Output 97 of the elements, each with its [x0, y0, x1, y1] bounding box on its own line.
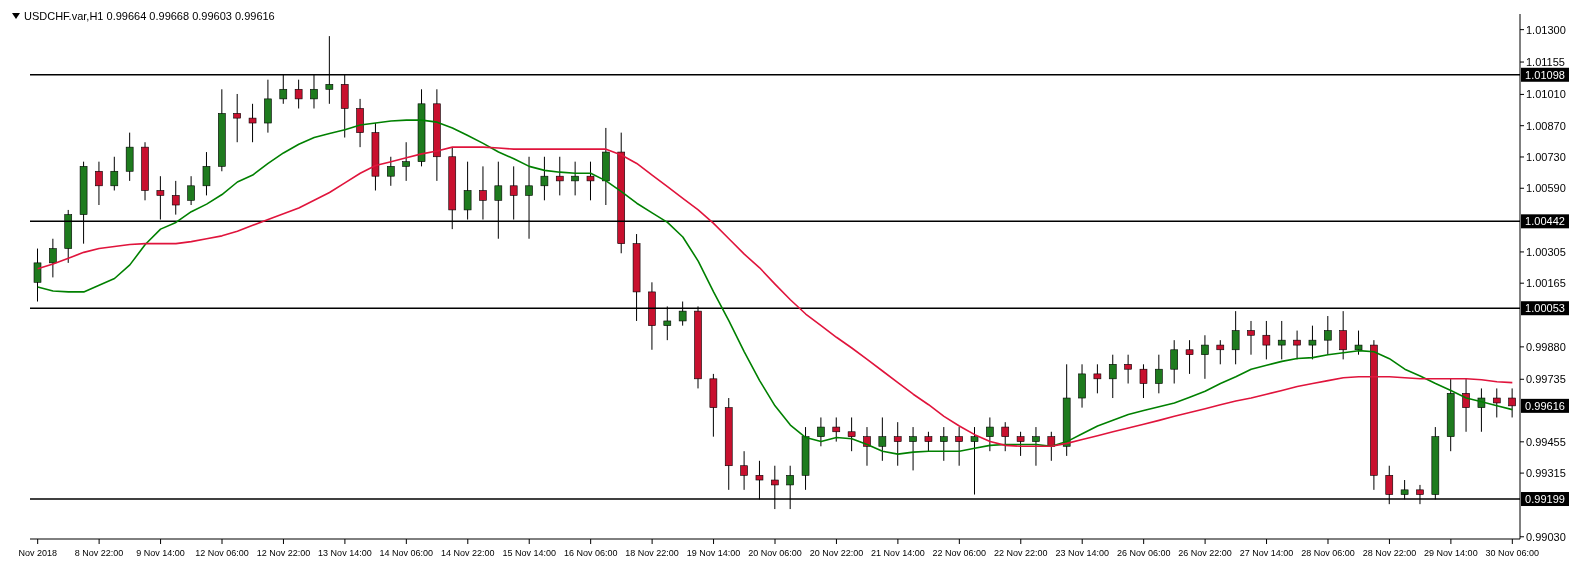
candlestick: [571, 161, 579, 196]
x-tick-label: 8 Nov 22:00: [74, 548, 124, 558]
candlestick: [970, 426, 979, 496]
y-tick-label: 0.99735: [1526, 373, 1566, 386]
candlestick: [924, 431, 933, 452]
x-tick-label: 26 Nov 06:00: [1116, 548, 1171, 558]
candlestick: [1462, 378, 1470, 433]
x-tick-label: 23 Nov 14:00: [1055, 548, 1109, 558]
x-tick-label: 20 Nov 22:00: [809, 548, 864, 558]
y-tick-label: 1.00305: [1526, 245, 1566, 258]
candlestick: [187, 175, 195, 206]
x-tick-label: 28 Nov 22:00: [1362, 548, 1417, 558]
candlestick: [893, 421, 902, 467]
x-tick-label: 19 Nov 14:00: [686, 548, 741, 558]
candlestick: [540, 156, 549, 201]
ref-line-label: 1.00053: [1525, 302, 1565, 315]
x-tick-label: Nov 2018: [18, 548, 57, 558]
candlestick: [171, 180, 180, 216]
x-tick-label: 22 Nov 22:00: [994, 548, 1048, 558]
candlestick: [740, 450, 748, 491]
candlestick: [878, 416, 887, 462]
candlestick: [817, 416, 825, 447]
x-tick-label: 18 Nov 22:00: [625, 548, 679, 558]
ref-line-label: 1.01098: [1525, 68, 1565, 81]
candlestick: [1047, 431, 1056, 462]
candlestick: [1124, 354, 1132, 385]
x-tick-label: 26 Nov 22:00: [1178, 548, 1232, 558]
x-tick-label: 14 Nov 22:00: [441, 548, 495, 558]
x-tick-label: 14 Nov 06:00: [379, 548, 434, 558]
candlestick: [955, 426, 963, 467]
candlestick: [1185, 339, 1194, 375]
x-tick-label: 28 Nov 06:00: [1301, 548, 1355, 558]
x-tick-label: 27 Nov 14:00: [1239, 548, 1294, 558]
candlestick: [1277, 320, 1286, 360]
candlestick: [1093, 363, 1102, 394]
x-tick-label: 9 Nov 14:00: [136, 548, 185, 558]
y-tick-label: 1.00870: [1526, 119, 1566, 132]
candlestick: [1001, 421, 1010, 452]
candlestick: [294, 79, 303, 109]
candlestick: [1293, 330, 1301, 360]
y-tick-label: 0.99455: [1526, 435, 1566, 448]
candlestick: [95, 161, 103, 206]
candlestick: [248, 103, 257, 143]
y-tick-label: 1.00730: [1526, 150, 1566, 163]
candlestick: [1262, 320, 1271, 360]
candlestick: [402, 141, 410, 182]
candlestick: [202, 151, 211, 196]
candlestick: [33, 248, 42, 303]
candlestick: [1139, 363, 1148, 399]
candlestick: [233, 93, 241, 143]
text: 0.99616: [1525, 399, 1565, 412]
x-tick-label: 16 Nov 06:00: [563, 548, 618, 558]
y-tick-label: 0.99030: [1526, 530, 1566, 543]
x-tick-label: 22 Nov 06:00: [932, 548, 987, 558]
candlestick: [1170, 339, 1178, 385]
candlestick: [110, 156, 119, 191]
x-tick-label: 13 Nov 14:00: [318, 548, 372, 558]
candlestick: [1155, 354, 1163, 394]
ref-line-label: 1.00442: [1525, 215, 1565, 228]
y-tick-label: 1.01300: [1526, 23, 1566, 36]
candlestick: [1508, 387, 1516, 418]
chart-title: USDCHF.var,H1 0.99664 0.99668 0.99603 0.99616: [24, 10, 275, 22]
candlestick: [1339, 310, 1347, 360]
candlestick: [832, 416, 841, 443]
x-tick-label: 12 Nov 06:00: [195, 548, 249, 558]
candlestick: [1216, 339, 1225, 365]
y-tick-label: 1.00165: [1526, 277, 1566, 290]
candlestick: [1201, 334, 1209, 380]
candlestick: [1016, 431, 1025, 457]
candlestick: [1324, 315, 1332, 356]
candlestick: [1308, 325, 1317, 360]
x-tick-label: 15 Nov 14:00: [502, 548, 556, 558]
candlestick: [1231, 310, 1240, 365]
candlestick: [555, 156, 564, 196]
y-tick-label: 0.99880: [1526, 340, 1566, 353]
x-tick-label: 12 Nov 22:00: [256, 548, 311, 558]
candlestick: [909, 426, 917, 471]
x-tick-label: 20 Nov 06:00: [748, 548, 802, 558]
candlestick: [586, 161, 595, 201]
candlestick: [1492, 387, 1501, 418]
y-tick-label: 1.01010: [1526, 88, 1566, 101]
candlestick: [986, 416, 994, 452]
candlestick: [1108, 354, 1117, 399]
y-tick-label: 0.99315: [1526, 467, 1566, 479]
x-tick-label: 21 Nov 14:00: [871, 548, 925, 558]
x-tick-label: 29 Nov 14:00: [1424, 548, 1478, 558]
candlestick: [1354, 330, 1363, 356]
ref-line-label: 0.99199: [1525, 493, 1565, 506]
candlestick: [387, 156, 395, 187]
candlestick: [49, 238, 57, 278]
y-tick-label: 1.01155: [1526, 55, 1565, 68]
candlestick: [847, 416, 856, 452]
candlestick: [1032, 426, 1040, 467]
candlestick: [939, 426, 948, 462]
x-tick-label: 30 Nov 06:00: [1485, 548, 1540, 558]
y-tick-label: 1.00590: [1526, 182, 1566, 195]
candlestick: [1247, 320, 1255, 356]
